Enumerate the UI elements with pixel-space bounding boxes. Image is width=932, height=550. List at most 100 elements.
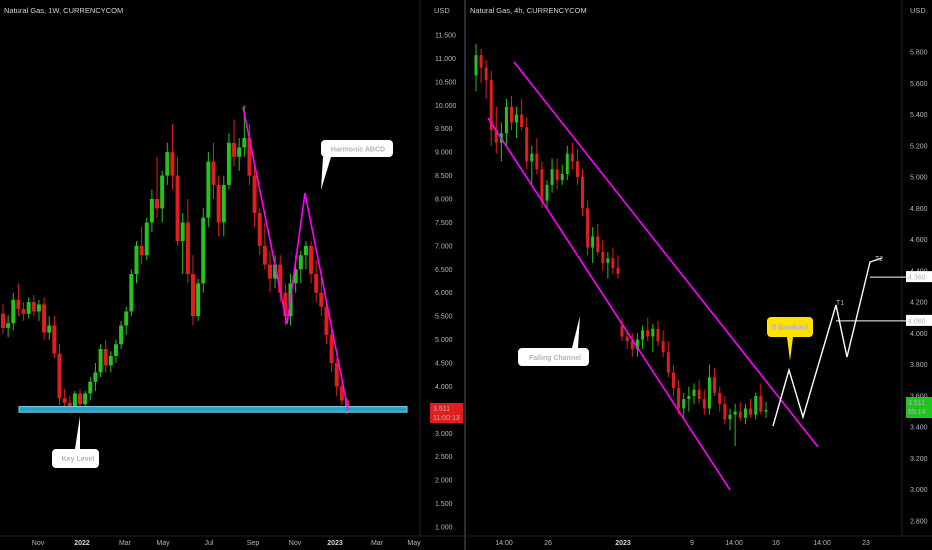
4h-candle[interactable] [682,399,686,409]
4h-candle[interactable] [620,325,624,337]
weekly-candle[interactable] [211,161,216,185]
4h-candle[interactable] [494,130,498,143]
weekly-candle[interactable] [221,184,226,223]
weekly-last-price-tag[interactable] [430,403,463,423]
4h-last-price-tag[interactable] [906,397,932,418]
weekly-candle[interactable] [206,161,211,218]
4h-candle[interactable] [540,169,544,201]
4h-candle[interactable] [728,414,732,420]
weekly-candle[interactable] [11,299,16,324]
4h-candle[interactable] [616,267,620,274]
4h-candle[interactable] [606,258,610,264]
channel-lower-line[interactable] [487,117,731,491]
weekly-candle[interactable] [334,363,339,387]
weekly-candle[interactable] [160,175,165,209]
4h-candle[interactable] [666,352,670,373]
4h-candle[interactable] [641,330,645,340]
weekly-candle[interactable] [31,302,36,312]
weekly-chart-panel[interactable]: 11.500 11.000 10.500 10.000 9.500 9.000 8.500 8… [0,0,466,550]
weekly-candle[interactable] [42,304,47,333]
harmonic-abcd-callout[interactable]: Harmonic ABCD [321,140,393,190]
4h-candle[interactable] [484,67,488,81]
weekly-candle[interactable] [303,245,308,256]
4h-candle[interactable] [611,258,615,268]
4h-candle[interactable] [625,336,629,342]
weekly-candle[interactable] [278,264,283,293]
4h-candle[interactable] [671,372,675,389]
weekly-candle[interactable] [298,255,303,270]
weekly-candle[interactable] [262,245,267,265]
panel-divider[interactable] [464,0,466,550]
weekly-candle[interactable] [149,199,154,223]
weekly-candle[interactable] [190,273,195,317]
weekly-candle[interactable] [175,175,180,242]
weekly-candle[interactable] [103,348,108,366]
weekly-candle[interactable] [319,292,324,307]
weekly-candle[interactable] [93,372,98,382]
4h-chart[interactable]: 5.8005.6005.4005.2005.0004.8004.6004.400… [466,0,932,550]
4h-candle[interactable] [525,127,529,162]
weekly-candle[interactable] [273,264,278,279]
weekly-candle[interactable] [36,304,41,312]
weekly-candle[interactable] [232,142,237,157]
weekly-candle[interactable] [283,292,288,317]
4h-candle[interactable] [651,328,655,337]
weekly-candle[interactable] [108,355,113,366]
4h-candle[interactable] [677,388,681,409]
weekly-candle[interactable] [242,138,247,148]
4h-candle[interactable] [723,403,727,420]
4h-candle[interactable] [575,161,579,178]
weekly-candle[interactable] [98,348,103,373]
weekly-candle[interactable] [113,344,118,356]
falling-channel-callout[interactable]: Falling Channel [518,316,589,366]
weekly-candle[interactable] [129,273,134,312]
breakout-callout[interactable]: If Breakout [767,317,813,361]
weekly-candle[interactable] [139,245,144,256]
4h-candle[interactable] [520,114,524,128]
4h-candle[interactable] [707,377,711,409]
4h-candle[interactable] [718,392,722,404]
4h-candle[interactable] [738,411,742,418]
4h-candle[interactable] [596,236,600,253]
4h-candle[interactable] [565,153,569,174]
weekly-candle[interactable] [293,269,298,284]
weekly-candle[interactable] [144,222,149,256]
4h-candle[interactable] [646,330,650,337]
4h-candle[interactable] [630,341,634,350]
weekly-candle[interactable] [155,199,160,209]
4h-candle[interactable] [545,184,549,201]
weekly-candle[interactable] [52,325,57,354]
4h-candle[interactable] [702,399,706,409]
4h-candle[interactable] [749,408,753,415]
4h-candle[interactable] [550,169,554,185]
weekly-candle[interactable] [165,152,170,176]
4h-candle[interactable] [687,395,691,400]
4h-candle[interactable] [570,153,574,162]
4h-candle[interactable] [489,80,493,131]
target-t1-price-tag[interactable] [906,314,932,326]
4h-candle[interactable] [591,236,595,248]
weekly-candle[interactable] [324,306,329,335]
weekly-candle[interactable] [201,217,206,284]
4h-candle[interactable] [656,328,660,342]
4h-candle[interactable] [661,341,665,353]
weekly-candle[interactable] [67,402,72,408]
4h-candle[interactable] [697,389,701,400]
weekly-candle[interactable] [88,381,93,394]
weekly-candle[interactable] [78,393,83,405]
weekly-candle[interactable] [237,147,242,157]
weekly-candle[interactable] [309,245,314,274]
weekly-candle[interactable] [267,264,272,279]
weekly-candle[interactable] [47,325,52,333]
4h-candle[interactable] [601,252,605,264]
4h-candle[interactable] [635,339,639,350]
weekly-candle[interactable] [185,222,190,274]
4h-candle[interactable] [535,153,539,170]
harmonic-abcd-pattern[interactable] [242,106,349,411]
weekly-candle[interactable] [57,353,62,399]
weekly-candle[interactable] [216,184,221,223]
weekly-candle[interactable] [124,311,129,326]
4h-candle[interactable] [560,173,564,181]
weekly-candle[interactable] [314,273,319,293]
weekly-candle[interactable] [170,152,175,176]
